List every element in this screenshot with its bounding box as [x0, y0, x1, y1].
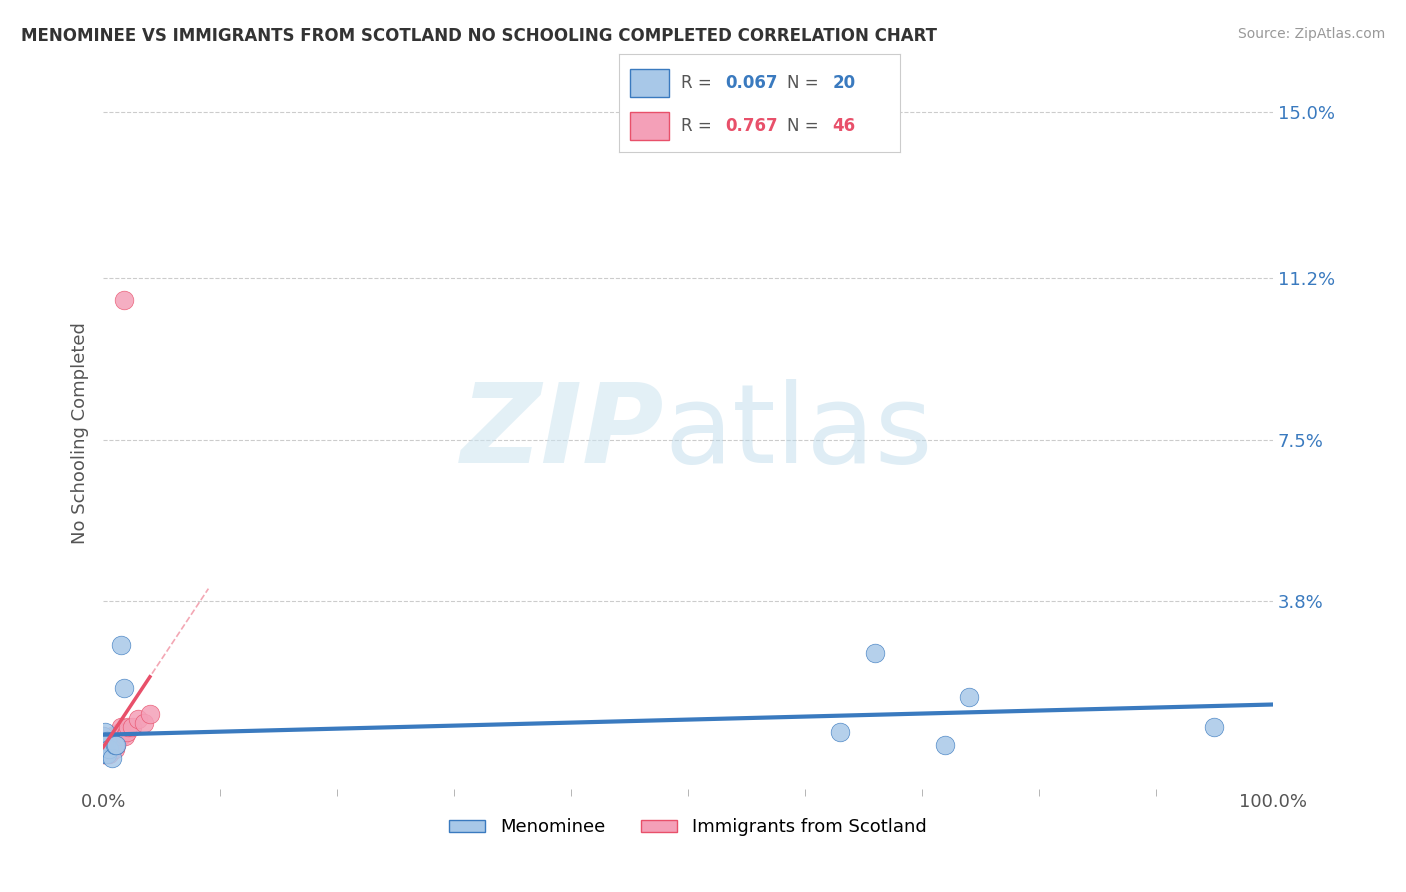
Point — [93, 742, 115, 756]
Point — [132, 716, 155, 731]
Point — [110, 638, 132, 652]
Point — [91, 733, 114, 747]
Point — [96, 733, 118, 747]
Point — [863, 646, 886, 660]
Point — [93, 733, 115, 747]
Point — [101, 742, 124, 756]
Point — [91, 738, 114, 752]
Point — [115, 724, 138, 739]
Point — [94, 724, 117, 739]
Point — [117, 721, 139, 735]
Point — [104, 729, 127, 743]
Legend: Menominee, Immigrants from Scotland: Menominee, Immigrants from Scotland — [441, 811, 934, 844]
Point — [107, 729, 129, 743]
Point — [93, 738, 115, 752]
Point — [828, 724, 851, 739]
Point — [103, 733, 125, 747]
Point — [101, 751, 124, 765]
Text: Source: ZipAtlas.com: Source: ZipAtlas.com — [1237, 27, 1385, 41]
Point — [98, 747, 121, 761]
Point — [93, 742, 115, 756]
Point — [93, 747, 115, 761]
Point — [98, 733, 121, 747]
Text: N =: N = — [787, 117, 824, 135]
Point — [91, 729, 114, 743]
Text: atlas: atlas — [665, 379, 934, 486]
Point — [91, 738, 114, 752]
Point — [1204, 721, 1226, 735]
Point — [94, 738, 117, 752]
Point — [101, 729, 124, 743]
Point — [97, 747, 120, 761]
Text: 0.767: 0.767 — [725, 117, 778, 135]
Text: R =: R = — [681, 74, 717, 92]
Point — [121, 721, 143, 735]
Point — [104, 742, 127, 756]
Text: ZIP: ZIP — [461, 379, 665, 486]
Point — [111, 724, 134, 739]
Text: MENOMINEE VS IMMIGRANTS FROM SCOTLAND NO SCHOOLING COMPLETED CORRELATION CHART: MENOMINEE VS IMMIGRANTS FROM SCOTLAND NO… — [21, 27, 936, 45]
Point — [104, 738, 127, 752]
Text: 0.067: 0.067 — [725, 74, 778, 92]
Point — [91, 742, 114, 756]
Point — [934, 738, 956, 752]
Point — [96, 733, 118, 747]
Point — [100, 738, 122, 752]
Point — [96, 747, 118, 761]
Point — [108, 724, 131, 739]
Point — [91, 733, 114, 747]
Point — [957, 690, 980, 704]
FancyBboxPatch shape — [630, 112, 669, 140]
FancyBboxPatch shape — [630, 70, 669, 96]
Point — [91, 742, 114, 756]
Point — [93, 738, 115, 752]
Text: R =: R = — [681, 117, 717, 135]
Point — [104, 738, 127, 752]
Point — [91, 729, 114, 743]
Point — [112, 293, 135, 307]
Text: N =: N = — [787, 74, 824, 92]
Point — [96, 747, 118, 761]
Text: 46: 46 — [832, 117, 855, 135]
Point — [112, 681, 135, 696]
Text: 20: 20 — [832, 74, 855, 92]
Point — [105, 733, 128, 747]
Y-axis label: No Schooling Completed: No Schooling Completed — [72, 322, 89, 544]
Point — [97, 738, 120, 752]
Point — [110, 721, 132, 735]
Point — [91, 738, 114, 752]
Point — [104, 738, 127, 752]
Point — [94, 742, 117, 756]
Point — [98, 742, 121, 756]
Point — [114, 729, 136, 743]
Point — [94, 747, 117, 761]
Point — [94, 747, 117, 761]
Point — [96, 742, 118, 756]
Point — [110, 729, 132, 743]
Point — [91, 738, 114, 752]
Point — [91, 747, 114, 761]
Point — [98, 742, 121, 756]
Point — [91, 733, 114, 747]
Point — [127, 712, 149, 726]
Point — [139, 707, 162, 722]
Point — [98, 742, 121, 756]
